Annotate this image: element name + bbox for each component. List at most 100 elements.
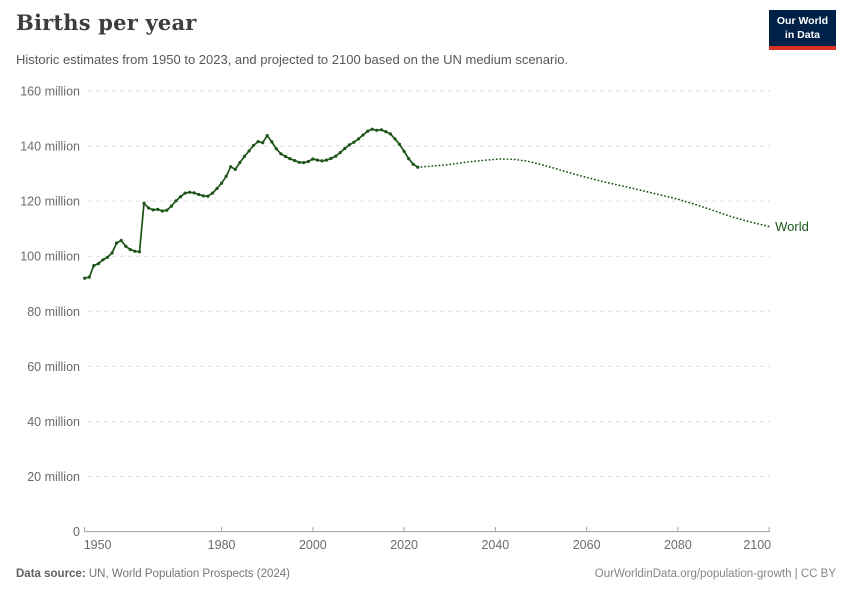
owid-logo-line1: Our World xyxy=(776,15,828,27)
data-point-marker xyxy=(160,209,164,213)
data-point-marker xyxy=(92,264,96,268)
data-point-marker xyxy=(87,275,91,279)
data-point-marker xyxy=(229,165,233,169)
data-point-marker xyxy=(256,140,260,144)
x-tick-label: 1950 xyxy=(84,538,112,552)
y-tick-label: 140 million xyxy=(20,140,80,154)
data-point-marker xyxy=(215,186,219,191)
data-point-marker xyxy=(343,146,347,151)
data-point-marker xyxy=(375,128,379,132)
data-point-marker xyxy=(324,158,329,162)
data-point-marker xyxy=(411,162,415,166)
owid-logo[interactable]: Our World in Data xyxy=(768,10,836,51)
data-point-marker xyxy=(174,199,178,203)
data-point-marker xyxy=(352,140,356,144)
chart-footer: Data source: UN, World Population Prospe… xyxy=(16,568,836,580)
data-point-marker xyxy=(334,154,338,158)
data-point-marker xyxy=(238,161,242,165)
y-tick-label: 160 million xyxy=(20,84,80,98)
data-point-marker xyxy=(384,130,388,134)
data-point-marker xyxy=(338,151,342,155)
data-point-marker xyxy=(192,191,196,195)
data-source-label: Data source: xyxy=(16,568,86,580)
data-point-marker xyxy=(101,258,105,262)
data-point-marker xyxy=(251,143,256,148)
x-tick-label: 2000 xyxy=(299,538,327,552)
x-tick-label: 2100 xyxy=(743,538,771,552)
data-point-marker xyxy=(315,158,319,162)
data-point-marker xyxy=(407,157,411,161)
data-point-marker xyxy=(142,201,146,205)
data-point-marker xyxy=(270,140,274,144)
data-point-marker xyxy=(261,141,265,145)
y-tick-label: 100 million xyxy=(20,250,80,264)
owid-logo-line2: in Data xyxy=(784,28,820,41)
data-point-marker xyxy=(370,127,374,131)
data-point-marker xyxy=(265,134,269,138)
data-point-marker xyxy=(183,191,187,195)
data-point-marker xyxy=(201,194,205,198)
data-point-marker xyxy=(393,137,397,141)
data-point-marker xyxy=(279,152,283,156)
data-point-marker xyxy=(366,129,370,133)
data-point-marker xyxy=(306,159,310,164)
y-tick-label: 40 million xyxy=(27,415,80,429)
data-point-marker xyxy=(151,208,155,212)
data-point-marker xyxy=(274,147,278,151)
data-point-marker xyxy=(133,249,137,253)
data-point-marker xyxy=(347,143,351,147)
data-point-marker xyxy=(137,250,142,254)
data-point-marker xyxy=(329,156,333,160)
data-point-marker xyxy=(124,244,128,248)
x-tick-label: 2060 xyxy=(573,538,601,552)
data-point-marker xyxy=(156,207,160,211)
page-title: Births per year xyxy=(16,10,197,35)
data-point-marker xyxy=(356,137,361,141)
data-point-marker xyxy=(115,241,119,245)
data-point-marker xyxy=(293,159,297,163)
data-point-marker xyxy=(165,208,169,212)
world-series-label[interactable]: World xyxy=(775,219,809,234)
credit-link[interactable]: OurWorldinData.org/population-growth | C… xyxy=(594,568,836,580)
y-tick-label: 80 million xyxy=(27,305,80,319)
data-point-marker xyxy=(402,149,406,153)
data-point-marker xyxy=(297,160,301,164)
projection-line[interactable] xyxy=(416,158,770,228)
data-point-marker xyxy=(247,149,251,153)
data-source: Data source: UN, World Population Prospe… xyxy=(16,568,290,580)
y-tick-label: 60 million xyxy=(27,360,80,374)
x-tick-label: 2080 xyxy=(664,538,692,552)
data-point-marker xyxy=(388,132,392,136)
data-point-marker xyxy=(242,154,246,159)
data-point-marker xyxy=(105,255,110,259)
data-point-marker xyxy=(361,133,365,137)
data-point-marker xyxy=(288,157,292,161)
data-point-marker xyxy=(119,238,123,243)
data-point-marker xyxy=(169,204,173,208)
data-point-marker xyxy=(283,154,288,159)
data-point-marker xyxy=(379,128,383,132)
data-point-marker xyxy=(220,181,224,185)
data-point-marker xyxy=(397,142,402,146)
x-tick-label: 2040 xyxy=(481,538,509,552)
data-point-marker xyxy=(147,206,151,210)
data-point-marker xyxy=(302,161,306,165)
data-point-marker xyxy=(128,248,132,252)
y-tick-label: 0 xyxy=(73,525,80,539)
data-point-marker xyxy=(197,192,201,197)
y-tick-label: 20 million xyxy=(27,470,80,484)
chart-subtitle: Historic estimates from 1950 to 2023, an… xyxy=(16,52,569,67)
data-point-marker xyxy=(83,276,87,280)
data-source-text: UN, World Population Prospects (2024) xyxy=(85,568,290,580)
data-point-marker xyxy=(178,195,183,199)
data-point-marker xyxy=(210,191,215,195)
data-point-marker xyxy=(206,194,210,198)
data-point-marker xyxy=(188,190,192,194)
x-tick-label: 2020 xyxy=(390,538,418,552)
x-tick-label: 1980 xyxy=(208,538,236,552)
data-point-marker xyxy=(320,159,324,163)
data-point-marker xyxy=(110,251,114,255)
data-point-marker xyxy=(96,262,100,266)
